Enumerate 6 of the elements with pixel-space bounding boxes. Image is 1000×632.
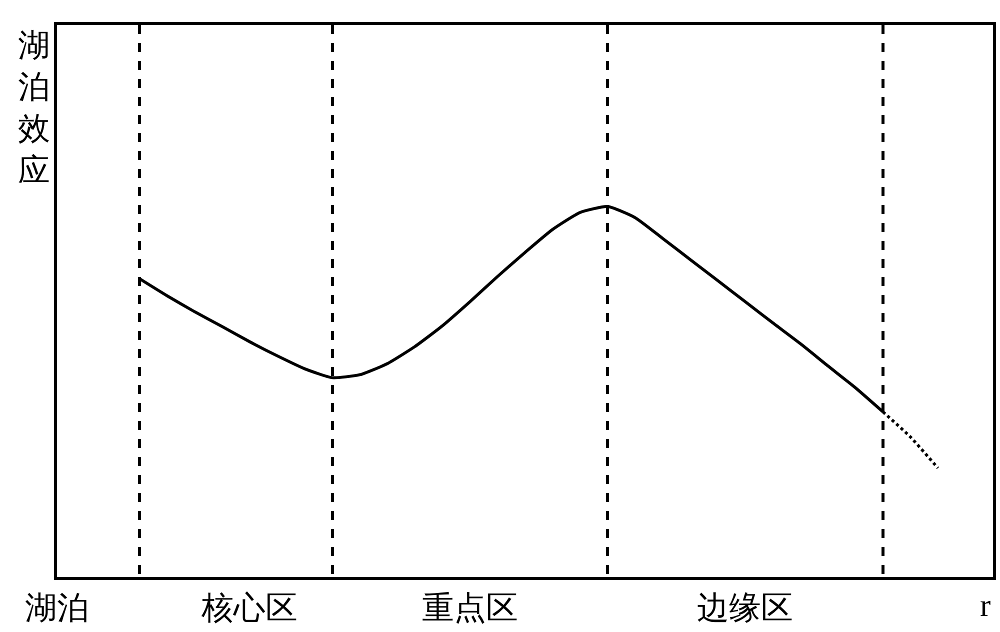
- x-tick-label: 边缘区: [697, 589, 794, 626]
- x-tick-label: 重点区: [422, 589, 518, 626]
- x-axis-title: r: [980, 587, 991, 623]
- y-axis-title: 湖泊效应: [18, 27, 50, 188]
- x-tick-label: 湖泊: [25, 589, 89, 626]
- x-tick-label: 核心区: [200, 589, 298, 626]
